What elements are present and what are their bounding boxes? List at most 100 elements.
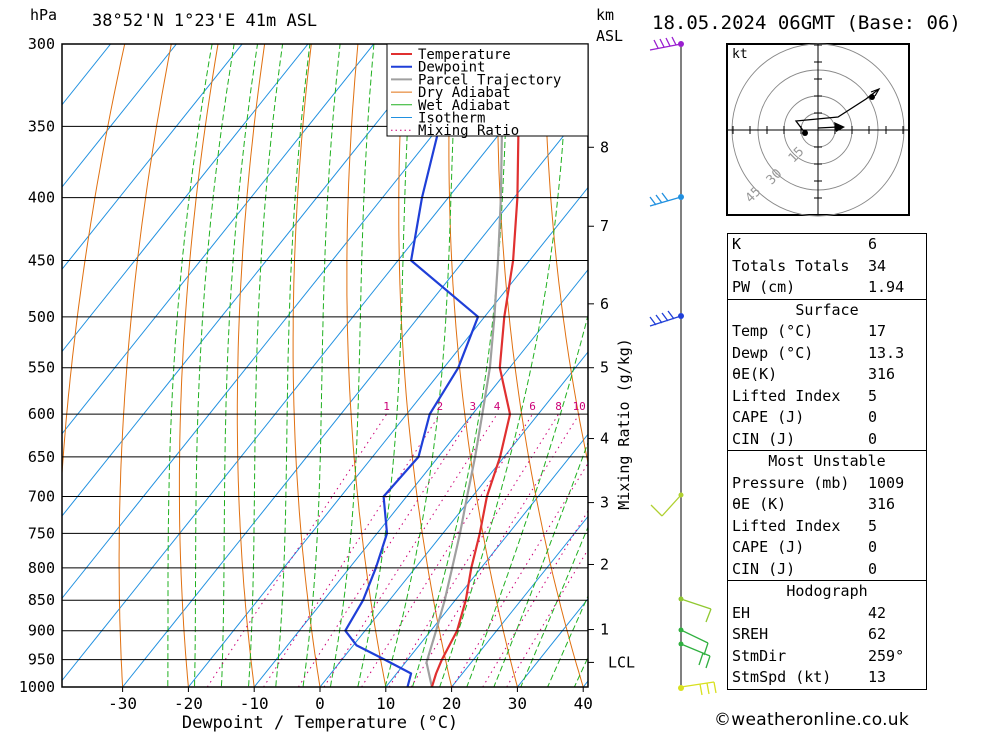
height-tick-label: 8	[600, 138, 609, 156]
wind-barb-850	[680, 598, 712, 623]
dry-adiabat	[118, 44, 172, 687]
isobars	[62, 43, 588, 688]
x-tick-label: 10	[376, 694, 395, 713]
pressure-tick-label: 550	[28, 359, 55, 377]
dry-adiabat	[62, 44, 126, 482]
legend-label: Dry Adiabat	[418, 85, 511, 101]
mixing-ratio-label: 10	[573, 400, 586, 413]
mu-cape: CAPE (J) 0	[732, 538, 878, 556]
isotherm-line	[253, 268, 588, 687]
mixing-ratio-label: 2	[436, 400, 443, 413]
wind-barb-500	[649, 310, 682, 327]
wind-dot-300	[678, 41, 684, 47]
x-tick-label: 20	[442, 694, 461, 713]
wind-barb-925	[680, 643, 711, 669]
pressure-tick-label: 650	[28, 448, 55, 466]
mixing-ratio-line	[388, 413, 559, 687]
isotherm-line	[62, 44, 440, 517]
wind-dot-500	[678, 313, 684, 319]
isotherm-line	[319, 351, 588, 687]
hodo-sreh: SREH 62	[732, 625, 887, 643]
height-tick-label: 1	[600, 621, 609, 639]
mixing-ratio-label: 6	[529, 400, 536, 413]
pressure-tick-label: 1000	[19, 678, 55, 696]
surface-theta: θE(K) 316	[732, 365, 896, 383]
index-row-pw: PW (cm) 1.94	[732, 278, 905, 296]
mixing-ratio-label: 1	[383, 400, 390, 413]
hodo-eh: EH 42	[732, 603, 887, 622]
surface-title: Surface	[795, 300, 859, 319]
index-row-totals: Totals Totals 34	[732, 256, 887, 275]
wind-barb-700	[650, 494, 682, 517]
x-tick-label: 40	[574, 694, 593, 713]
date-title: 18.05.2024 06GMT (Base: 06)	[652, 12, 961, 34]
storm-motion-arrow	[834, 122, 845, 132]
dry-adiabat	[236, 44, 266, 687]
wind-barb-900	[680, 629, 709, 656]
pressure-tick-label: 950	[28, 651, 55, 669]
pressure-tick-label: 850	[28, 591, 55, 609]
legend-label: Temperature	[418, 47, 511, 63]
height-tick-label: 3	[600, 494, 609, 512]
mu-pressure: Pressure (mb) 1009	[732, 473, 905, 492]
wind-barb-1000	[680, 681, 717, 696]
x-tick-label: -30	[108, 694, 137, 713]
isotherm-line	[62, 44, 243, 271]
pressure-tick-label: 700	[28, 488, 55, 506]
wind-dot-900	[678, 627, 684, 633]
pressure-axis: 300 350 400 450 500 550 600 650 700 750 800 850 900 9…	[19, 35, 55, 696]
surface-cin: CIN (J) 0	[732, 429, 878, 448]
wind-dot-925	[678, 641, 684, 647]
legend-label: Wet Adiabat	[418, 98, 511, 114]
x-tick-label: -20	[174, 694, 203, 713]
dewpoint-line	[344, 44, 480, 687]
mu-title: Most Unstable	[768, 452, 886, 470]
mu-li: Lifted Index 5	[732, 516, 878, 535]
wet-adiabat	[357, 44, 414, 687]
credit-link[interactable]: ©weatheronline.co.uk	[714, 710, 910, 730]
pressure-tick-label: 300	[28, 35, 55, 53]
pressure-tick-label: 450	[28, 252, 55, 270]
index-group-surface: Surface Temp (°C) 17 Dewp (°C) 13.3 θE(K) 3…	[727, 299, 927, 451]
legend-label: Dewpoint	[418, 60, 485, 76]
surface-li: Lifted Index 5	[732, 386, 878, 405]
mixing-ratio-label: 3	[469, 400, 476, 413]
wind-barb-300	[649, 36, 682, 51]
hodograph-unit: kt	[732, 47, 748, 62]
dry-adiabat	[989, 0, 1000, 713]
surface-dewp: Dewp (°C) 13.3	[732, 343, 905, 362]
isotherm-line	[188, 186, 588, 687]
hodograph-start-dot	[802, 130, 808, 136]
pressure-tick-label: 800	[28, 559, 55, 577]
mixing-ratio-axis-label: Mixing Ratio (g/kg)	[615, 338, 633, 510]
legend-label: Isotherm	[418, 111, 485, 127]
wind-barb-column	[649, 36, 717, 696]
location-title: 38°52'N 1°23'E 41m ASL	[92, 11, 317, 31]
pressure-tick-label: 400	[28, 189, 55, 207]
wind-dot-700	[678, 492, 684, 498]
isotherm-line	[385, 433, 588, 687]
isotherm-line	[122, 104, 588, 687]
dry-adiabat	[292, 44, 321, 687]
index-group-most-unstable: Most Unstable Pressure (mb) 1009 θE (K) 31…	[727, 451, 927, 581]
wet-adiabat	[275, 44, 311, 687]
isotherm-line	[451, 515, 588, 687]
height-tick-label: 4	[600, 430, 609, 448]
mixing-ratio-label: 4	[494, 400, 501, 413]
hpa-label: hPa	[30, 6, 57, 24]
x-tick-label: -10	[240, 694, 269, 713]
height-tick-label: 6	[600, 295, 609, 313]
pressure-tick-label: 900	[28, 622, 55, 640]
hodograph: kt 15 30 45	[726, 43, 910, 217]
surface-temp: Temp (°C) 17	[732, 322, 887, 340]
hodo-title: Hodograph	[786, 582, 868, 600]
mu-cin: CIN (J) 0	[732, 559, 878, 578]
x-tick-label: 30	[508, 694, 527, 713]
pressure-tick-label: 500	[28, 308, 55, 326]
hodograph-arrowhead	[870, 87, 881, 97]
mixing-ratio-line	[263, 413, 441, 687]
mixing-ratio-line	[323, 413, 498, 687]
